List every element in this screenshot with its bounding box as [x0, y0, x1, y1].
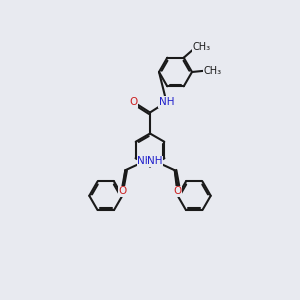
- Text: O: O: [129, 97, 138, 107]
- Text: NH: NH: [148, 156, 163, 166]
- Text: O: O: [118, 186, 126, 196]
- Text: NH: NH: [159, 97, 174, 107]
- Text: CH₃: CH₃: [204, 65, 222, 76]
- Text: NH: NH: [137, 156, 152, 166]
- Text: CH₃: CH₃: [193, 42, 211, 52]
- Text: O: O: [174, 186, 182, 196]
